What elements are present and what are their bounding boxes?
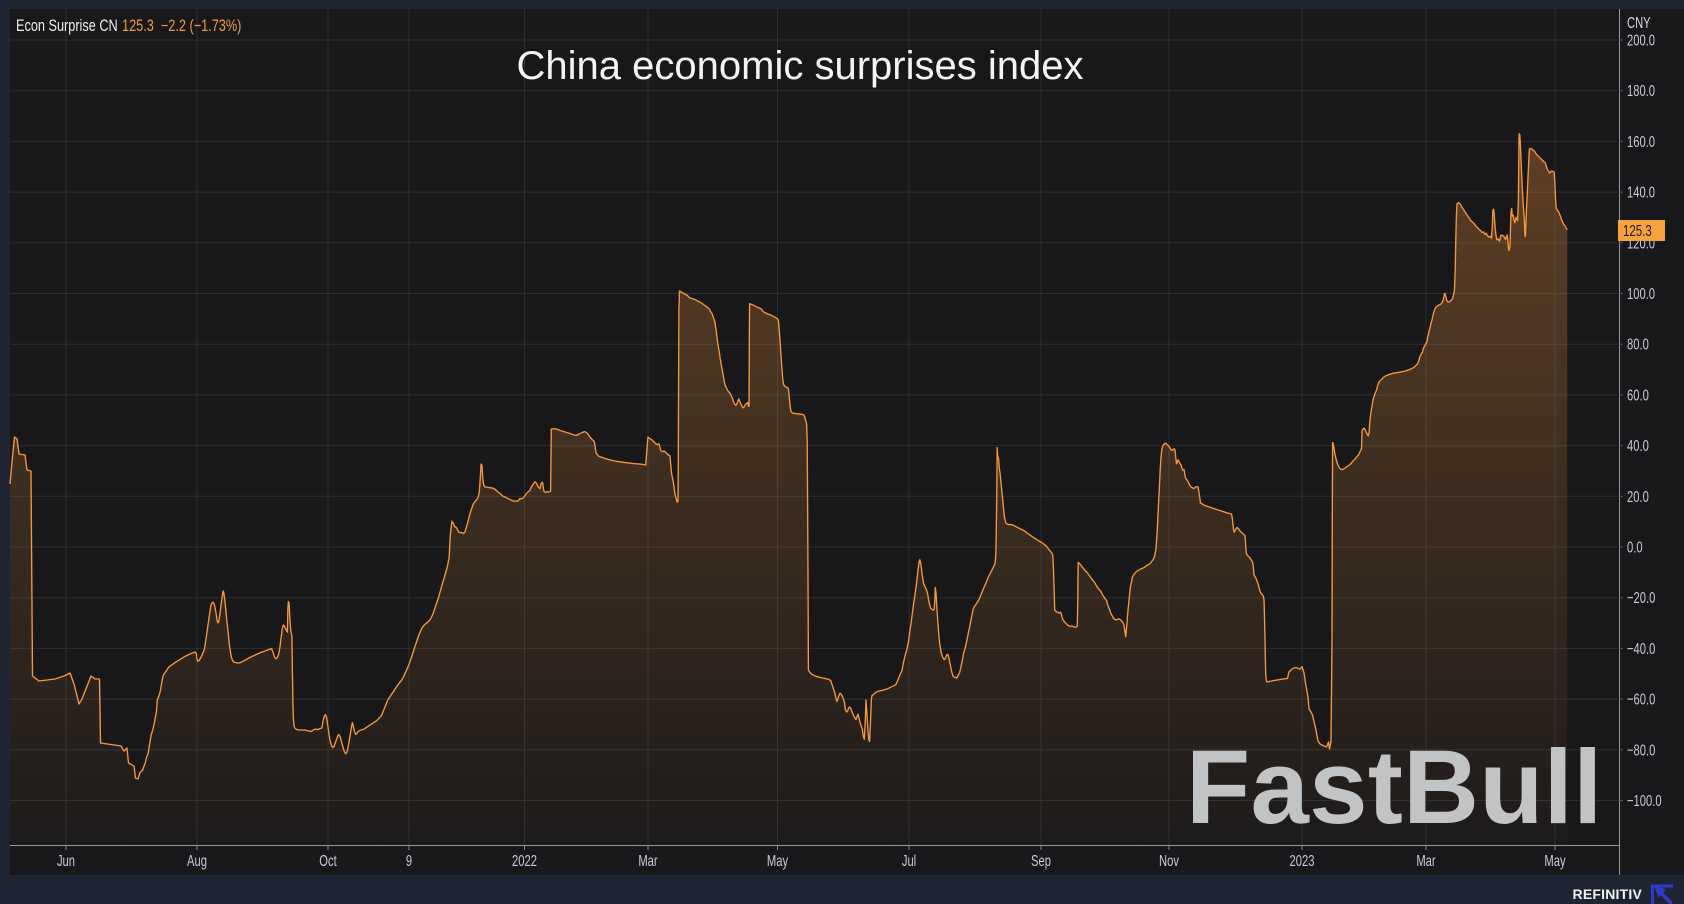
svg-text:−40.0: −40.0 <box>1627 641 1655 658</box>
svg-text:Aug: Aug <box>187 853 207 870</box>
svg-text:0.0: 0.0 <box>1627 540 1643 557</box>
svg-text:200.0: 200.0 <box>1627 33 1655 50</box>
svg-text:125.3: 125.3 <box>1623 223 1652 240</box>
svg-text:Nov: Nov <box>1159 853 1179 870</box>
svg-text:Sep: Sep <box>1031 853 1051 870</box>
svg-text:40.0: 40.0 <box>1627 438 1649 455</box>
svg-text:−60.0: −60.0 <box>1627 692 1655 709</box>
svg-text:Jul: Jul <box>902 853 916 870</box>
svg-text:−20.0: −20.0 <box>1627 590 1655 607</box>
svg-text:100.0: 100.0 <box>1627 286 1655 303</box>
svg-text:−80.0: −80.0 <box>1627 742 1655 759</box>
svg-text:May: May <box>767 853 788 870</box>
svg-text:−100.0: −100.0 <box>1627 793 1662 810</box>
svg-text:180.0: 180.0 <box>1627 83 1655 100</box>
svg-text:140.0: 140.0 <box>1627 185 1655 202</box>
svg-text:May: May <box>1544 853 1565 870</box>
svg-text:Mar: Mar <box>638 853 658 870</box>
svg-text:CNY: CNY <box>1627 15 1651 32</box>
svg-text:9: 9 <box>406 853 412 870</box>
svg-text:20.0: 20.0 <box>1627 489 1649 506</box>
svg-text:60.0: 60.0 <box>1627 387 1649 404</box>
svg-text:2023: 2023 <box>1290 853 1315 870</box>
svg-text:160.0: 160.0 <box>1627 134 1655 151</box>
svg-text:80.0: 80.0 <box>1627 337 1649 354</box>
svg-text:Jun: Jun <box>57 853 75 870</box>
svg-text:2022: 2022 <box>512 853 537 870</box>
svg-text:Oct: Oct <box>319 853 337 870</box>
svg-text:Mar: Mar <box>1416 853 1436 870</box>
